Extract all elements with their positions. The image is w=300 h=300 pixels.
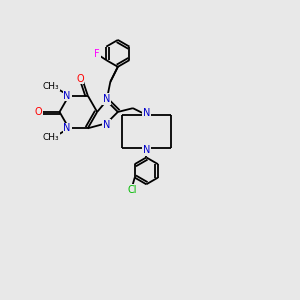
- Text: O: O: [76, 74, 84, 84]
- Text: N: N: [103, 120, 110, 130]
- Text: Cl: Cl: [128, 185, 137, 195]
- Text: N: N: [64, 123, 71, 133]
- Text: N: N: [142, 108, 150, 118]
- Text: CH₃: CH₃: [43, 133, 59, 142]
- Text: O: O: [35, 107, 42, 117]
- Text: N: N: [103, 94, 110, 104]
- Text: N: N: [142, 145, 150, 155]
- Text: N: N: [64, 91, 71, 100]
- Text: CH₃: CH₃: [43, 82, 59, 91]
- Text: F: F: [94, 49, 100, 59]
